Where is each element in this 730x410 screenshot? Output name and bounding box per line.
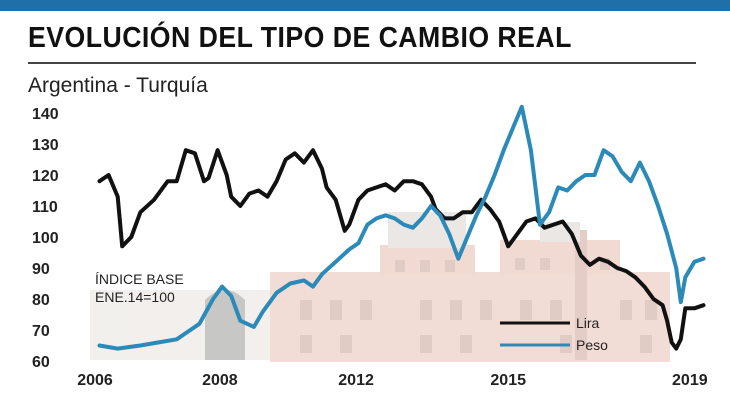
x-tick-label: 2008 <box>202 372 238 389</box>
y-axis-ticks: 140 130 120 110 100 90 80 70 60 <box>32 106 59 371</box>
base-note-line-2: ENE.14=100 <box>95 289 175 305</box>
x-tick-label: 2019 <box>672 372 708 389</box>
base-note-line-1: ÍNDICE BASE <box>95 271 184 287</box>
y-tick-label: 60 <box>32 354 50 371</box>
series-line-lira <box>97 148 706 351</box>
chart-subtitle: Argentina - Turquía <box>28 74 208 97</box>
title-rule <box>28 62 696 64</box>
y-tick-label: 90 <box>32 261 50 278</box>
y-tick-label: 110 <box>32 199 58 216</box>
y-tick-label: 70 <box>32 323 50 340</box>
series-line-peso <box>97 104 706 351</box>
x-tick-label: 2006 <box>77 372 113 389</box>
legend: Lira Peso <box>500 315 608 353</box>
top-accent-bar <box>0 0 730 11</box>
y-tick-label: 120 <box>32 168 59 185</box>
y-tick-label: 130 <box>32 137 59 154</box>
legend-label-lira: Lira <box>576 315 600 331</box>
y-tick-label: 80 <box>32 292 50 309</box>
x-axis-ticks: 2006 2008 2012 2015 2019 <box>77 372 708 389</box>
chart-title: EVOLUCIÓN DEL TIPO DE CAMBIO REAL <box>28 22 572 54</box>
y-tick-label: 100 <box>32 230 59 247</box>
series-lines <box>97 104 706 351</box>
x-tick-label: 2012 <box>338 372 374 389</box>
x-tick-label: 2015 <box>490 372 526 389</box>
legend-label-peso: Peso <box>576 337 608 353</box>
y-tick-label: 140 <box>32 106 59 123</box>
